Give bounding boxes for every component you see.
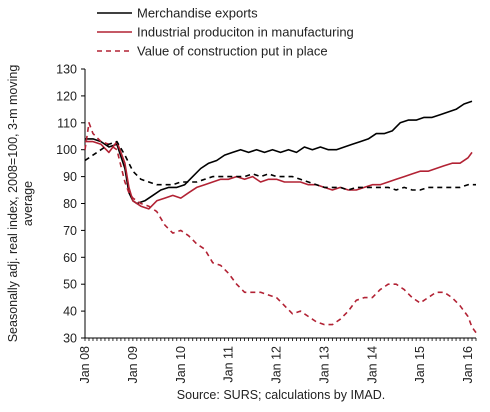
legend-label: Merchandise exports <box>137 6 258 21</box>
legend-label: Value of construction put in place <box>137 44 328 59</box>
series-line-4 <box>84 140 476 191</box>
y-tick-label: 70 <box>63 224 77 238</box>
axes: 30 40 50 60 70 80 90 100 110 120 130 Jan 08 Jan 09 Ja… <box>56 63 477 384</box>
y-axis-title: Seasonally adj. real index, 2008=100, 3-… <box>6 65 35 343</box>
y-tick-label: 30 <box>63 332 77 346</box>
x-tick-label: Jan 14 <box>365 346 379 384</box>
x-tick-label: Jan 08 <box>78 346 92 384</box>
y-tick-label: 100 <box>56 143 77 157</box>
y-tick-label: 120 <box>56 89 77 103</box>
series-line-2 <box>85 140 473 210</box>
x-tick-label: Jan 12 <box>270 346 284 384</box>
x-tick-label: Jan 16 <box>461 346 475 384</box>
y-tick-label: 110 <box>57 116 77 130</box>
y-tick-label: 80 <box>63 197 77 211</box>
legend: Merchandise exports Industrial produciton… <box>97 6 354 59</box>
x-tick-label: Jan 09 <box>126 346 140 384</box>
series-lines <box>84 100 477 334</box>
y-tick-label: 90 <box>63 170 77 184</box>
x-tick-label: Jan 15 <box>413 346 427 384</box>
y-axis-title-line: average <box>21 181 35 226</box>
y-axis-title-line: Seasonally adj. real index, 2008=100, 3-… <box>6 65 20 343</box>
x-tick-label: Jan 13 <box>317 346 331 384</box>
y-tick-label: 50 <box>63 278 77 292</box>
x-tick-label: Jan 11 <box>222 346 236 383</box>
x-tick-label: Jan 10 <box>174 346 188 384</box>
series-line-1 <box>85 100 473 205</box>
y-tick-label: 130 <box>56 63 77 77</box>
series-line-3 <box>84 122 477 334</box>
source-note: Source: SURS; calculations by IMAD. <box>177 388 385 402</box>
y-tick-label: 40 <box>63 305 77 319</box>
y-tick-label: 60 <box>63 251 77 265</box>
legend-label: Industrial produciton in manufacturing <box>137 25 354 40</box>
